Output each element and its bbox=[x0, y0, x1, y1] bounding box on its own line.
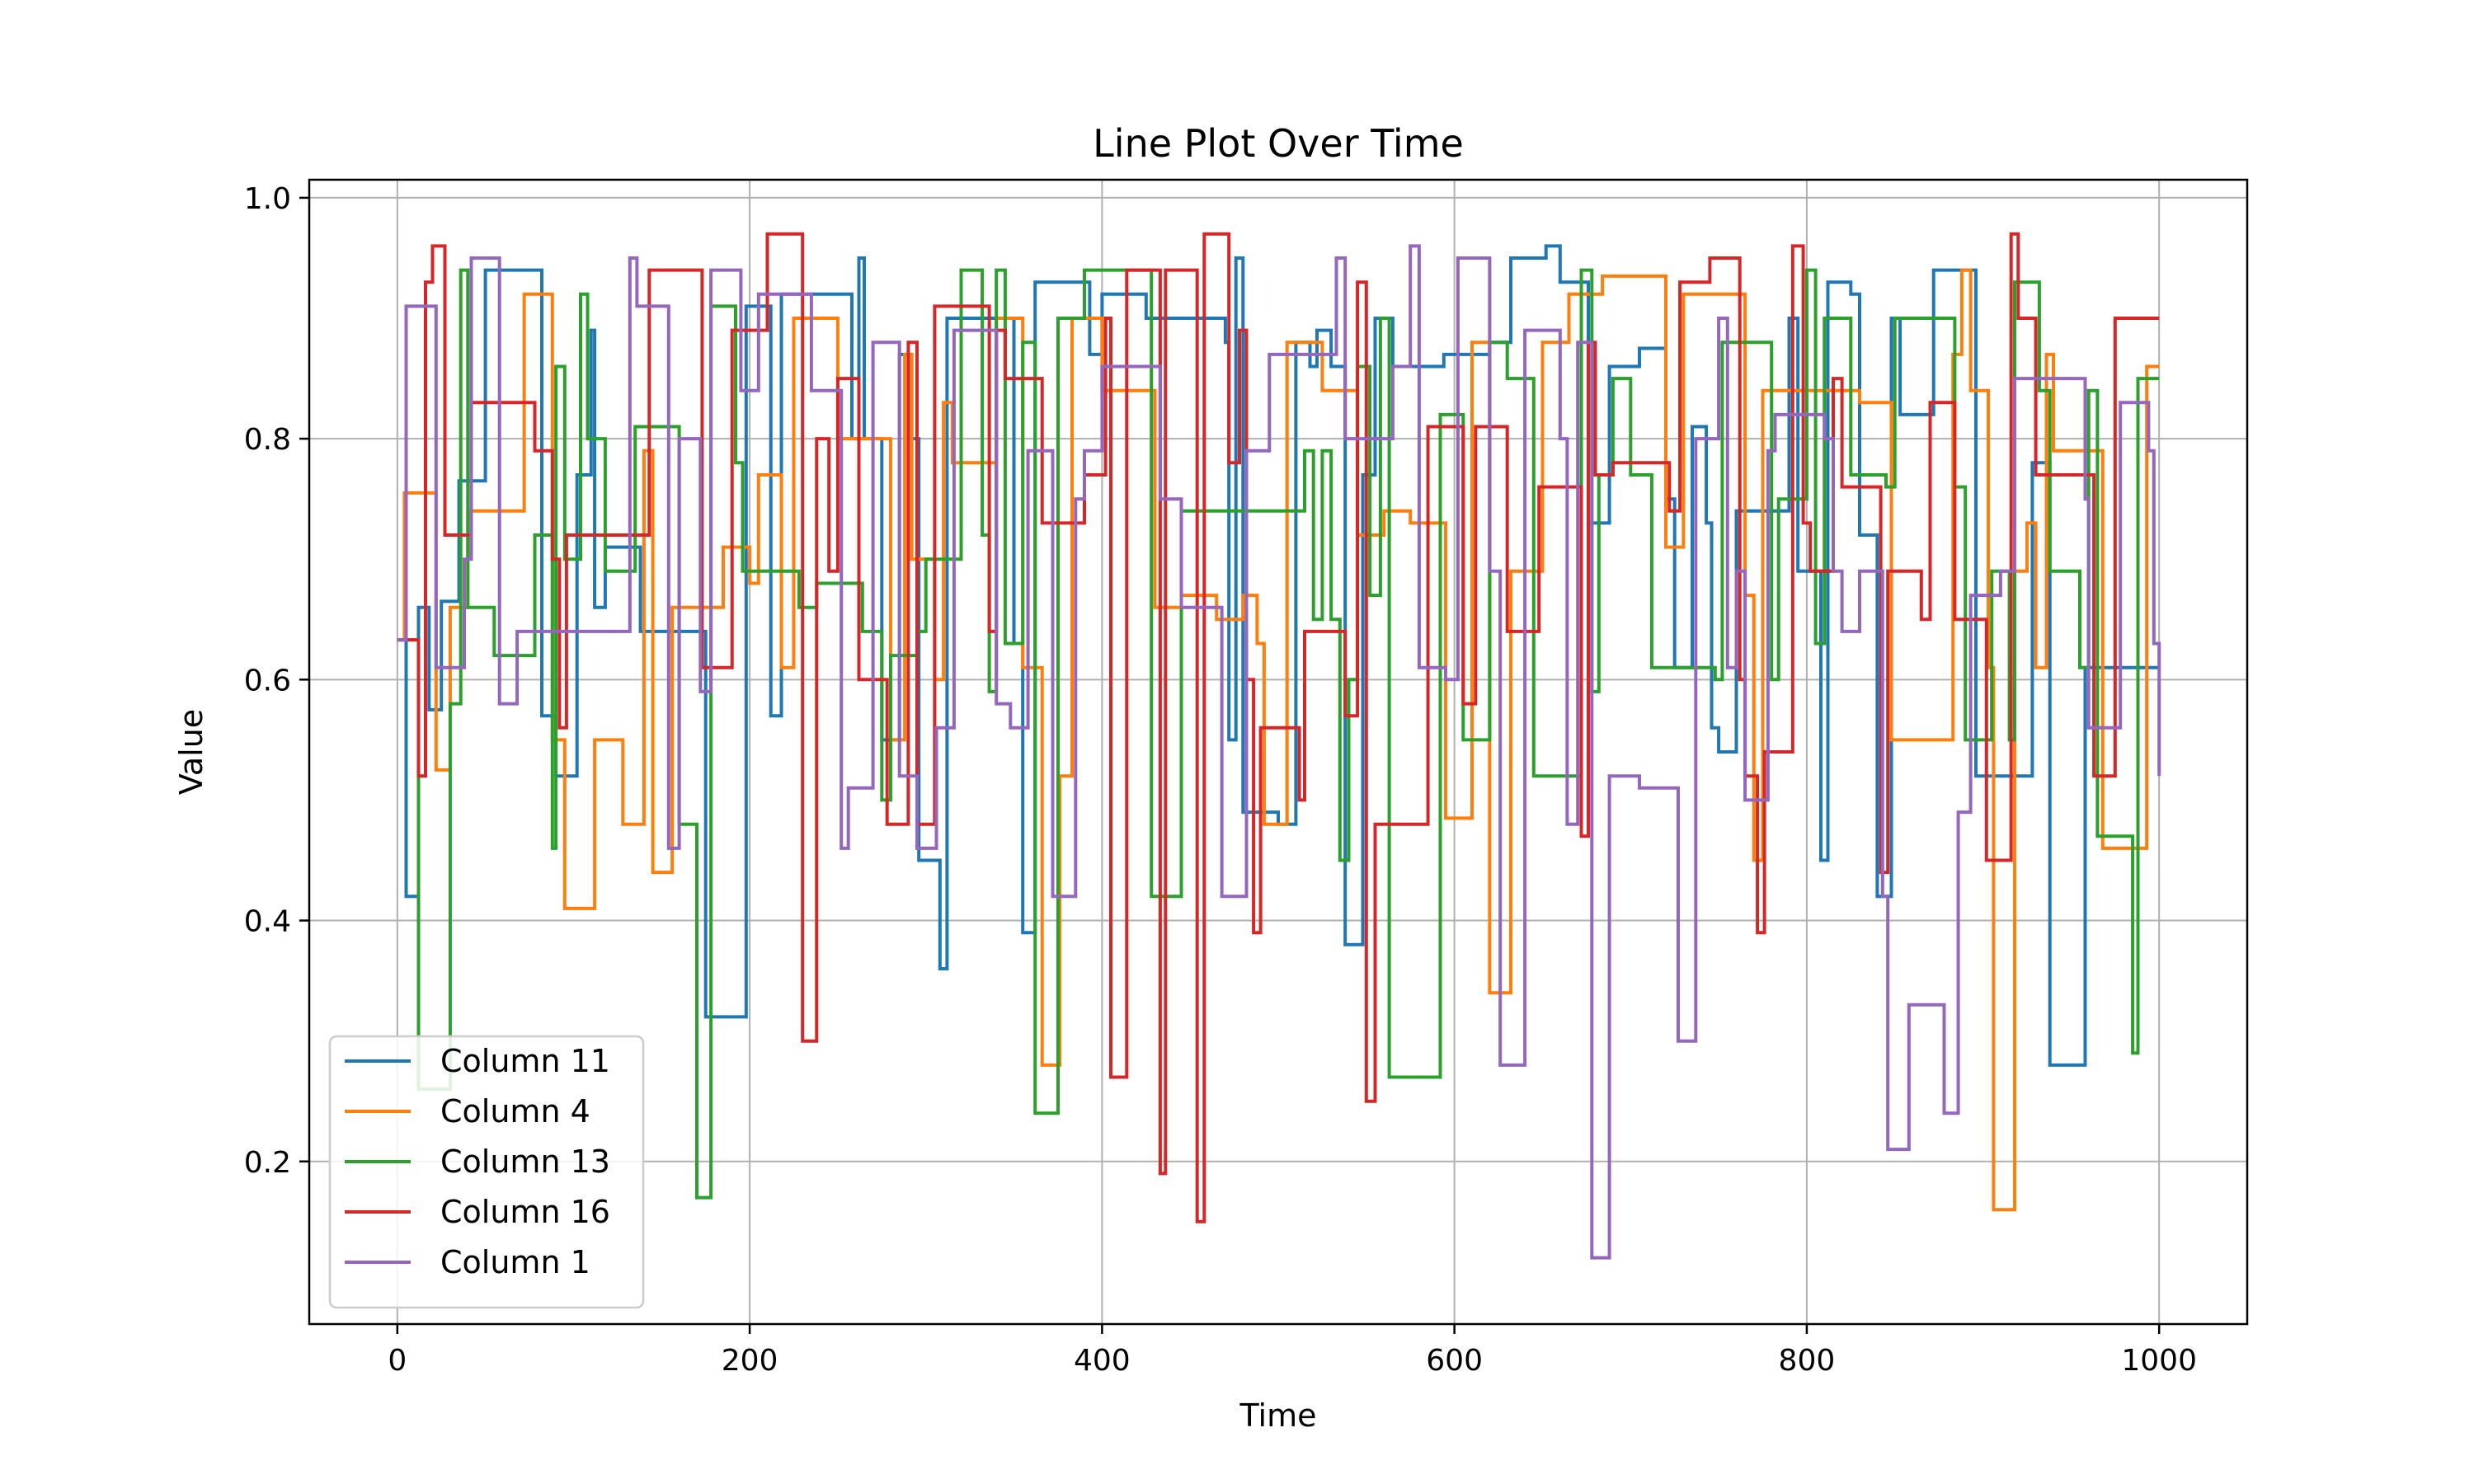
ticks: 0 200 400 600 800 1000 0.2 0.4 0.6 0.8 1.0 bbox=[244, 182, 2197, 1378]
y-tick-label: 0.2 bbox=[244, 1146, 291, 1180]
legend-label-column-1: Column 1 bbox=[440, 1244, 590, 1280]
legend-label-column-13: Column 13 bbox=[440, 1144, 610, 1180]
legend: Column 11 Column 4 Column 13 Column 16 Colum… bbox=[328, 1035, 645, 1309]
y-tick-label: 0.6 bbox=[244, 664, 291, 697]
x-tick-label: 200 bbox=[722, 1344, 778, 1378]
y-tick-label: 0.8 bbox=[244, 423, 291, 457]
x-tick-label: 1000 bbox=[2121, 1344, 2197, 1378]
series-line-column-1 bbox=[397, 244, 2161, 1260]
series-line-column-11 bbox=[397, 244, 2160, 1067]
y-axis-label: Value bbox=[173, 709, 209, 795]
legend-label-column-16: Column 16 bbox=[440, 1194, 610, 1230]
legend-label-column-4: Column 4 bbox=[440, 1093, 590, 1129]
x-tick-label: 0 bbox=[388, 1344, 407, 1378]
y-tick-label: 0.4 bbox=[244, 905, 291, 939]
chart-title: Line Plot Over Time bbox=[1093, 121, 1464, 166]
series-line-column-4 bbox=[397, 268, 2160, 1212]
legend-label-column-11: Column 11 bbox=[440, 1043, 610, 1079]
series-line-column-16 bbox=[397, 232, 2160, 1223]
y-tick-label: 1.0 bbox=[244, 182, 291, 216]
x-tick-label: 400 bbox=[1074, 1344, 1131, 1378]
x-tick-label: 800 bbox=[1779, 1344, 1836, 1378]
legend-box bbox=[328, 1035, 645, 1309]
series-layer bbox=[397, 232, 2161, 1260]
x-axis-label: Time bbox=[1239, 1397, 1317, 1434]
plot-frame bbox=[308, 178, 2249, 1326]
x-tick-label: 600 bbox=[1426, 1344, 1483, 1378]
series-line-column-13 bbox=[397, 268, 2160, 1200]
